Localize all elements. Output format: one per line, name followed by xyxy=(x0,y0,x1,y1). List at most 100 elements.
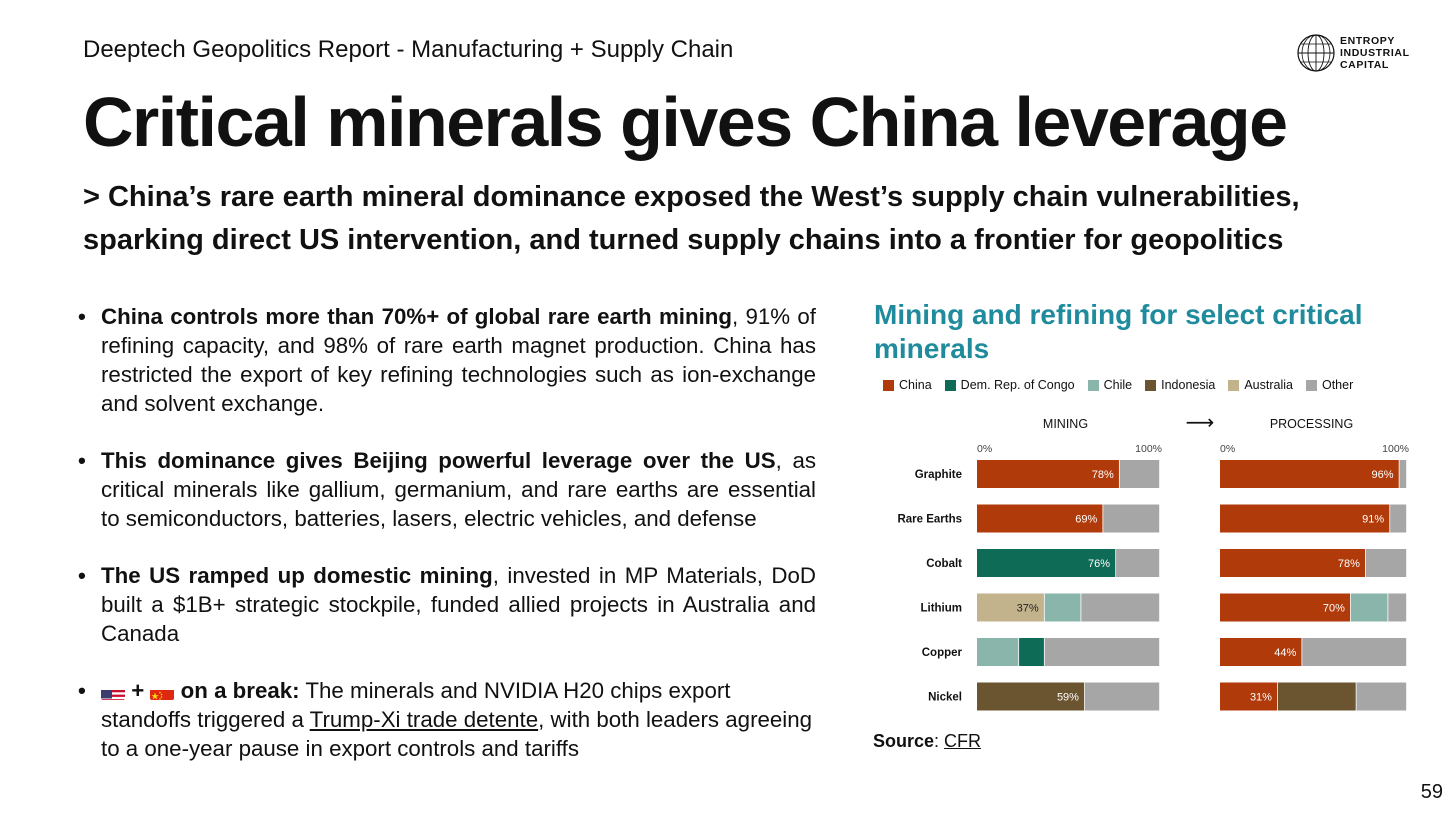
legend-label: Other xyxy=(1321,378,1354,392)
legend-swatch xyxy=(1228,379,1240,391)
bar-segment-other xyxy=(1119,460,1160,488)
bar-segment-other xyxy=(1399,460,1407,488)
legend-item-australia: Australia xyxy=(1228,378,1293,392)
bar-segment-china xyxy=(977,504,1103,533)
bar-segment-other xyxy=(1103,504,1160,533)
bar-segment-chile xyxy=(1044,593,1081,622)
data-label: 91% xyxy=(1362,514,1384,526)
bullet-text: , as critical minerals like gallium, ger… xyxy=(101,448,816,531)
legend-label: Australia xyxy=(1244,378,1293,392)
category-label: Copper xyxy=(922,647,963,659)
bar-segment-dem-rep-of-congo xyxy=(1019,638,1044,666)
bar-segment-other xyxy=(1365,549,1407,577)
bullet-text: , with both leaders agreeing to a one-ye… xyxy=(101,707,813,761)
bullet-lead: on a break: xyxy=(180,678,300,703)
data-label: 78% xyxy=(1092,469,1114,481)
plus-sign: + xyxy=(131,678,145,703)
legend-label: Dem. Rep. of Congo xyxy=(960,378,1075,392)
slide-subtitle: > China’s rare earth mineral dominance e… xyxy=(83,181,1300,256)
legend-item-chile: Chile xyxy=(1087,378,1133,392)
legend-swatch xyxy=(1305,379,1317,391)
bar-segment-other xyxy=(1044,638,1160,666)
bullet-list: China controls more than 70%+ of global … xyxy=(78,302,816,791)
category-label: Graphite xyxy=(915,469,962,481)
source-separator: : xyxy=(934,731,945,751)
bar-segment-indonesia xyxy=(1277,682,1356,711)
legend-swatch xyxy=(883,379,894,391)
legend-item-other: Other xyxy=(1305,378,1354,392)
logo-line: ENTROPY xyxy=(1340,35,1395,47)
globe-logo-icon xyxy=(1297,34,1335,72)
bullet-text: , invested in MP Materials, DoD built a … xyxy=(101,563,816,646)
bar-segment-australia xyxy=(977,593,1044,622)
bullet-item: This dominance gives Beijing powerful le… xyxy=(78,446,816,533)
legend-label: Indonesia xyxy=(1161,378,1216,392)
bar-segment-other xyxy=(1302,638,1407,666)
legend-swatch xyxy=(1145,379,1157,391)
axis-tick-label: 100% xyxy=(1135,443,1162,455)
source-note: Source: CFR xyxy=(873,731,981,752)
data-label: 78% xyxy=(1338,558,1360,570)
source-link[interactable]: CFR xyxy=(944,731,982,751)
bar-segment-chile xyxy=(977,638,1019,666)
logo-line: INDUSTRIAL xyxy=(1340,47,1410,59)
data-label: 70% xyxy=(1323,603,1345,615)
legend-label: Chile xyxy=(1103,378,1133,392)
us-flag-icon xyxy=(101,684,125,700)
axis-tick-label: 0% xyxy=(977,443,992,455)
bullet-lead: This dominance gives Beijing powerful le… xyxy=(101,448,776,473)
data-label: 37% xyxy=(1017,603,1039,615)
bar-segment-china xyxy=(977,460,1119,488)
trade-detente-link[interactable]: Trump-Xi trade detente xyxy=(309,707,539,732)
chart-legend: China Dem. Rep. of Congo Chile Indonesia Aus… xyxy=(883,378,1366,392)
bar-segment-china xyxy=(1220,682,1278,711)
bullet-item: + on a break: The minerals and NVIDIA H2… xyxy=(78,676,816,763)
bar-segment-china xyxy=(1220,638,1302,666)
legend-label: China xyxy=(899,378,932,392)
category-label: Nickel xyxy=(928,692,962,704)
data-label: 31% xyxy=(1250,692,1272,704)
slide-title: Critical minerals gives China leverage xyxy=(83,83,1288,161)
bar-segment-dem-rep-of-congo xyxy=(977,549,1116,577)
panel-header-mining: MINING xyxy=(1043,417,1088,431)
bar-segment-china xyxy=(1220,593,1351,622)
right-arrow-icon: ⟶ xyxy=(1186,410,1215,434)
bar-segment-other xyxy=(1356,682,1407,711)
bar-segment-other xyxy=(1084,682,1160,711)
bar-segment-other xyxy=(1081,593,1160,622)
legend-item-indonesia: Indonesia xyxy=(1145,378,1215,392)
data-label: 44% xyxy=(1274,647,1296,659)
legend-swatch xyxy=(944,379,956,391)
axis-tick-label: 100% xyxy=(1382,443,1409,455)
data-label: 59% xyxy=(1057,692,1079,704)
bar-segment-other xyxy=(1116,549,1160,577)
company-logo: ENTROPY INDUSTRIAL CAPITAL xyxy=(1296,33,1410,73)
panel-header-processing: PROCESSING xyxy=(1270,417,1353,431)
category-label: Rare Earths xyxy=(897,514,962,526)
chart-title: Mining and refining for select critical … xyxy=(874,299,1363,364)
bullet-item: The US ramped up domestic mining, invest… xyxy=(78,561,816,648)
bullet-text: The minerals and NVIDIA H20 chips export… xyxy=(101,678,731,732)
bar-segment-china xyxy=(1220,460,1399,488)
source-label: Source xyxy=(873,731,935,751)
legend-item-dem-rep-of-congo: Dem. Rep. of Congo xyxy=(944,378,1075,392)
data-label: 69% xyxy=(1075,514,1097,526)
legend-item-china: China xyxy=(883,378,932,392)
bullet-lead: The US ramped up domestic mining xyxy=(101,563,493,588)
bar-segment-other xyxy=(1390,504,1407,533)
bar-segment-china xyxy=(1220,549,1366,577)
bullet-text: , 91% of refining capacity, and 98% of r… xyxy=(101,304,816,416)
data-label: 96% xyxy=(1371,469,1393,481)
page-number: 59 xyxy=(1420,781,1443,803)
china-flag-icon xyxy=(150,684,175,700)
bullet-item: China controls more than 70%+ of global … xyxy=(78,302,816,418)
legend-swatch xyxy=(1087,379,1099,391)
stacked-bar-chart: Graphite Rare Earths Cobalt Lithium Copper Ni… xyxy=(897,410,1409,711)
bar-segment-other xyxy=(1388,593,1407,622)
category-label: Lithium xyxy=(920,603,962,615)
bar-segment-chile xyxy=(1350,593,1388,622)
axis-tick-label: 0% xyxy=(1220,443,1235,455)
category-label: Cobalt xyxy=(926,558,962,570)
report-kicker: Deeptech Geopolitics Report - Manufactur… xyxy=(83,36,734,63)
logo-line: CAPITAL xyxy=(1340,59,1389,71)
